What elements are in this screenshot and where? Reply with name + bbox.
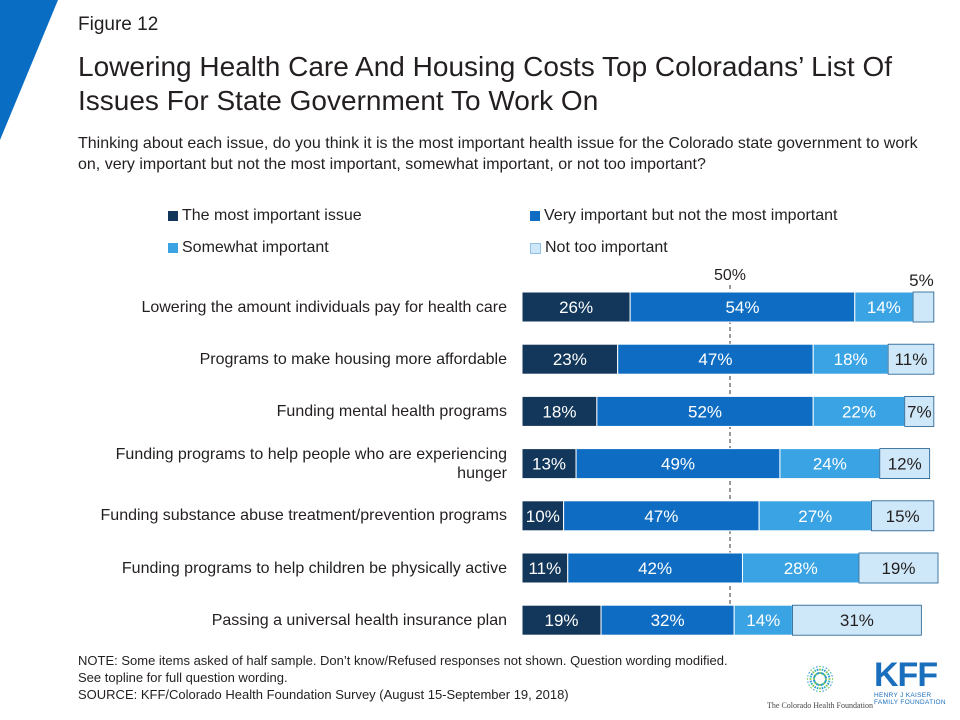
data-label: 42% xyxy=(638,559,672,578)
data-label: 28% xyxy=(784,559,818,578)
data-label: 14% xyxy=(867,298,901,317)
data-label: 11% xyxy=(528,559,561,578)
bar-segment xyxy=(913,292,934,322)
data-label: 26% xyxy=(559,298,593,317)
data-label: 14% xyxy=(746,611,780,630)
data-label: 15% xyxy=(886,507,920,526)
data-label: 13% xyxy=(532,455,566,474)
colorado-health-foundation-logo: The Colorado Health Foundation xyxy=(765,664,875,710)
data-label: 19% xyxy=(881,559,915,578)
note-text: NOTE: Some items asked of half sample. D… xyxy=(78,652,738,686)
data-label: 18% xyxy=(834,350,868,369)
kff-logo-sub2: FAMILY FOUNDATION xyxy=(874,699,954,706)
reference-line-label: 50% xyxy=(714,267,746,284)
data-label: 27% xyxy=(798,507,832,526)
data-label: 54% xyxy=(725,298,759,317)
data-label: 7% xyxy=(907,402,932,421)
kff-logo-sub1: HENRY J KAISER xyxy=(874,692,954,699)
source-text: SOURCE: KFF/Colorado Health Foundation S… xyxy=(78,686,738,703)
data-label: 18% xyxy=(542,402,576,421)
data-label: 5% xyxy=(909,271,934,290)
kff-logo-mark: KFF xyxy=(874,658,954,692)
data-label: 24% xyxy=(813,455,847,474)
data-label: 52% xyxy=(688,402,722,421)
data-label: 19% xyxy=(545,611,579,630)
data-label: 12% xyxy=(888,455,922,474)
data-label: 32% xyxy=(651,611,685,630)
chf-logo-text: The Colorado Health Foundation xyxy=(765,701,875,710)
data-label: 10% xyxy=(526,507,560,526)
kff-logo: KFF HENRY J KAISER FAMILY FOUNDATION xyxy=(874,658,954,706)
data-label: 49% xyxy=(661,455,695,474)
data-label: 47% xyxy=(644,507,678,526)
data-label: 47% xyxy=(698,350,732,369)
data-label: 31% xyxy=(840,611,874,630)
data-label: 11% xyxy=(895,350,928,369)
stacked-bar-chart: 50% 26% 54% 14% 5% 23% 47% 18% 11% 18% 52% 22% 7% 13%… xyxy=(0,0,960,720)
notes: NOTE: Some items asked of half sample. D… xyxy=(78,652,738,703)
data-label: 22% xyxy=(842,402,876,421)
data-label: 23% xyxy=(553,350,587,369)
sunburst-icon xyxy=(805,664,835,694)
